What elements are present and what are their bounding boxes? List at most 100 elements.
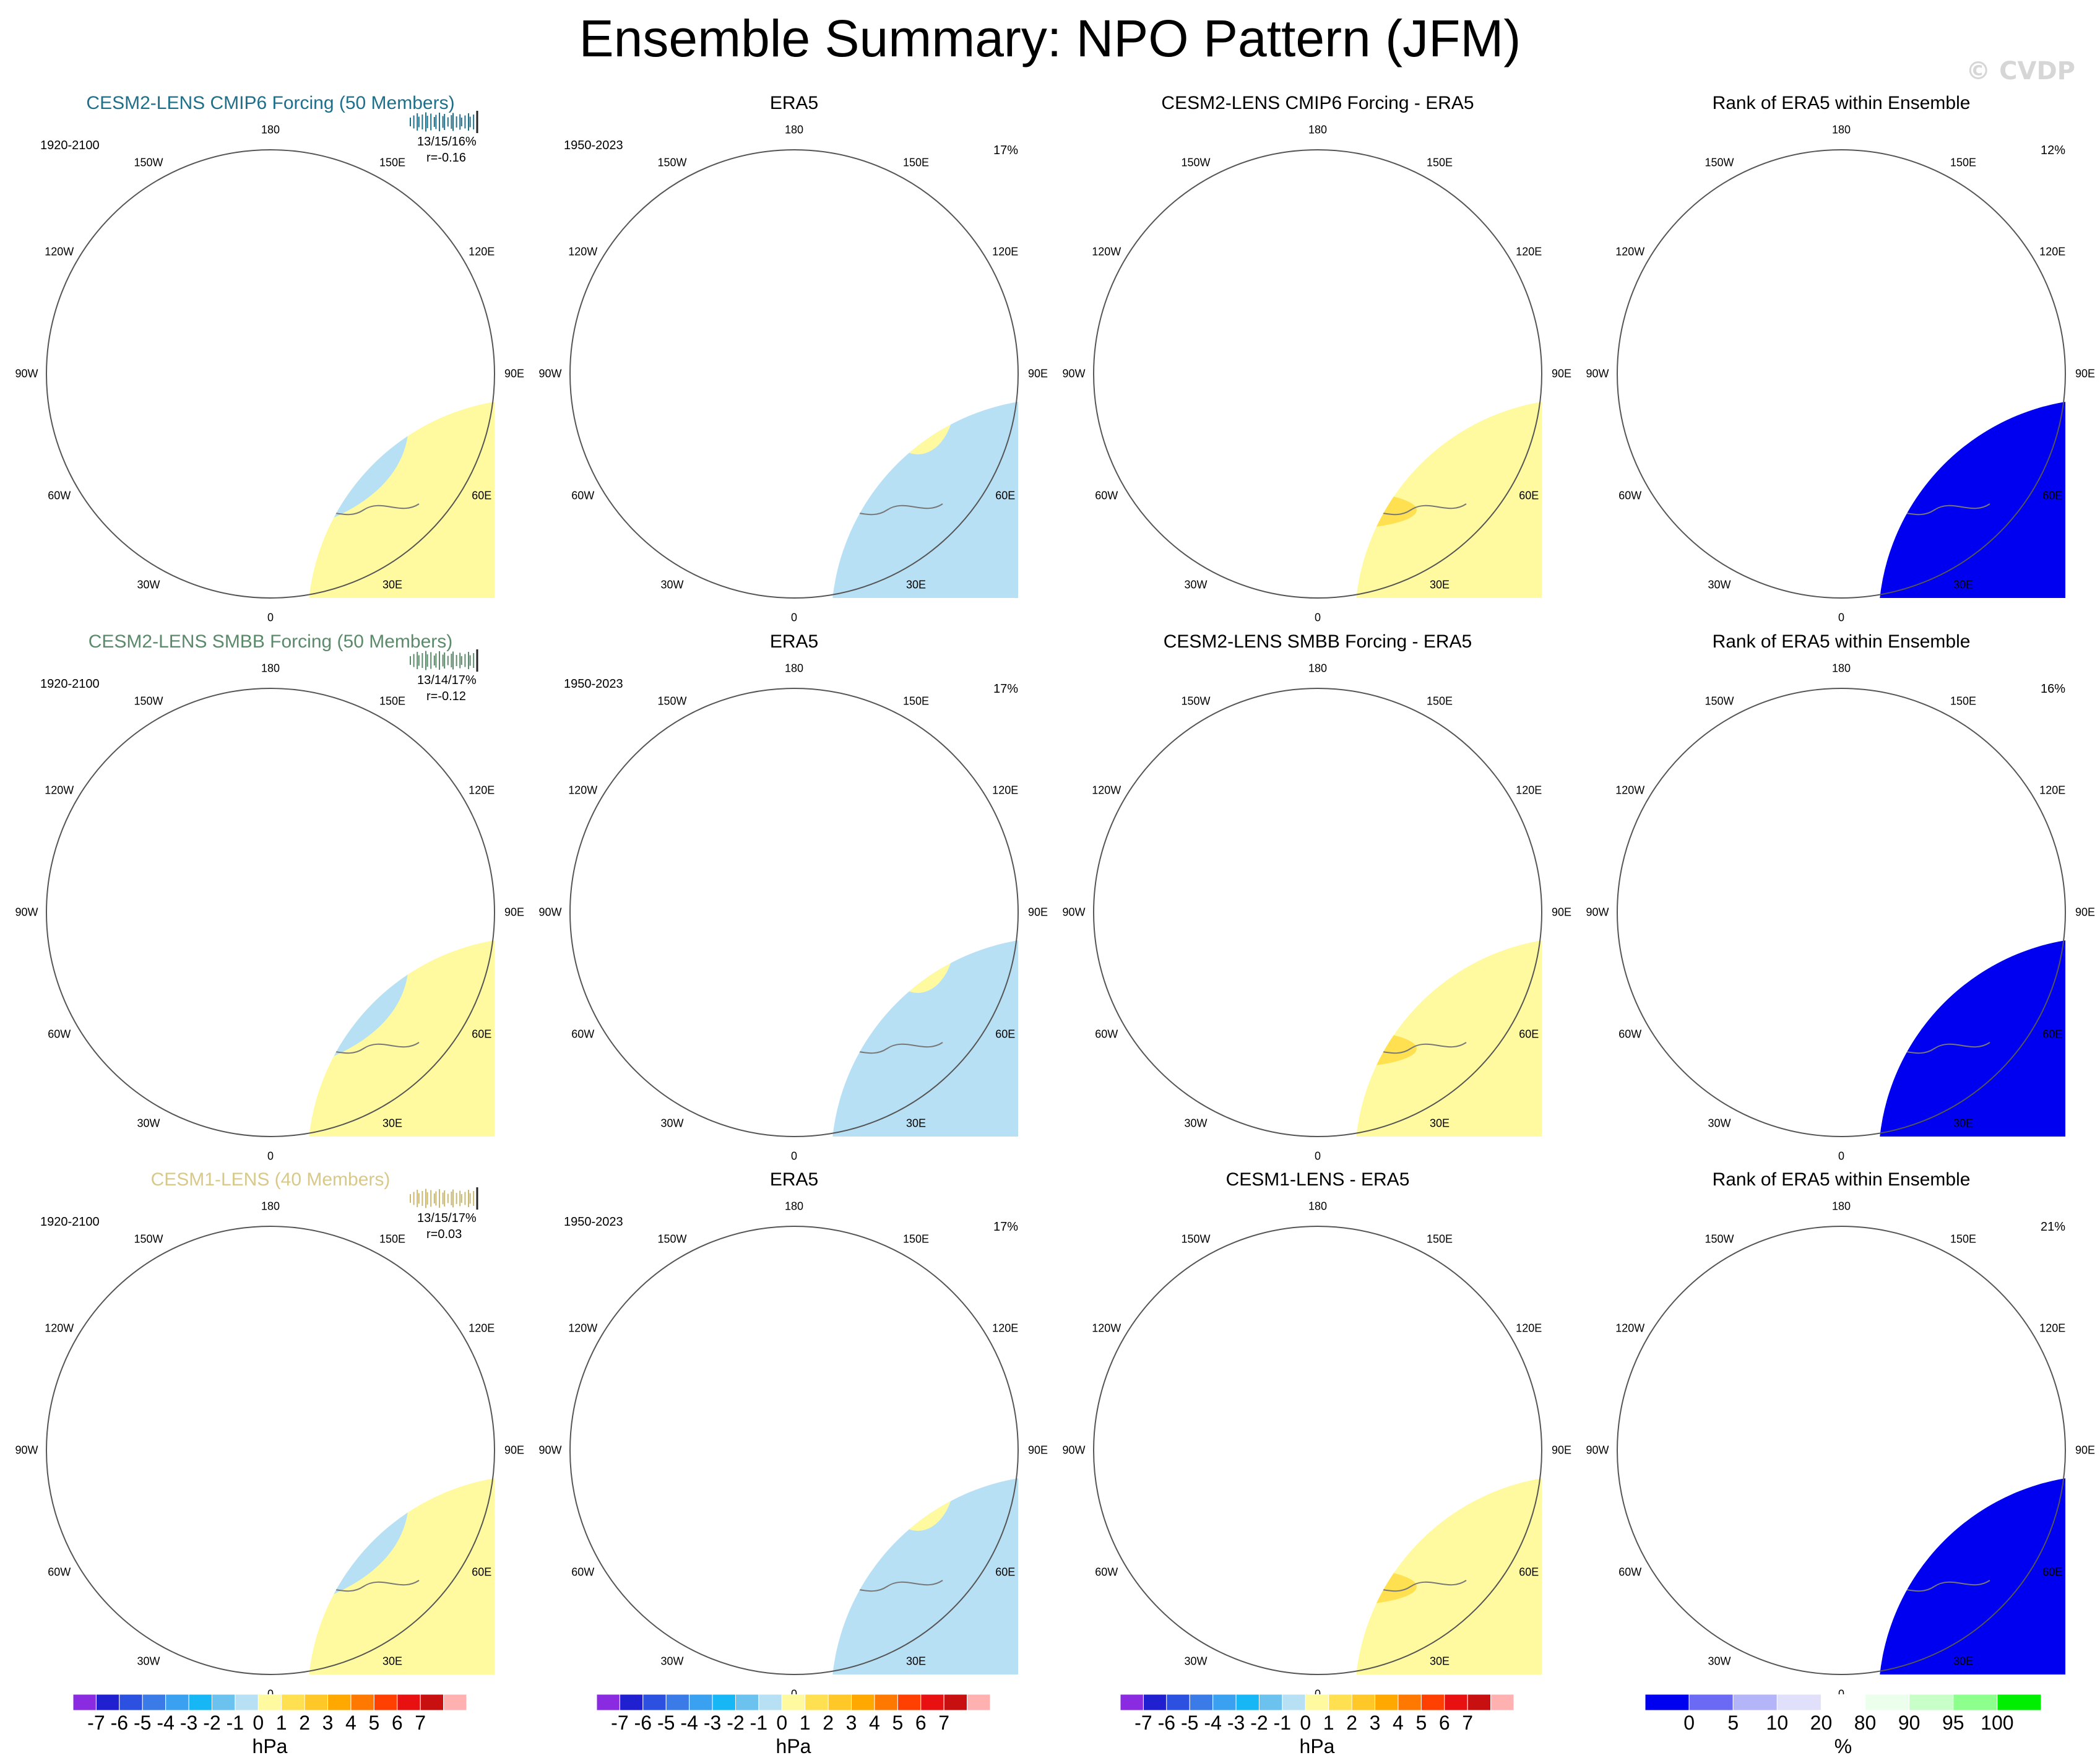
coastline: [1380, 337, 1491, 349]
coastline: [1281, 888, 1355, 900]
colorbar-swatch: [642, 1694, 667, 1711]
colorbar-swatch: [327, 1694, 352, 1711]
coastline: [1680, 448, 1792, 492]
colorbar-swatch: [1235, 1694, 1260, 1711]
longitude-label: 30E: [382, 1655, 403, 1668]
colorbar-tick-label: 2: [1346, 1712, 1357, 1734]
colorbar-swatch: [1776, 1694, 1821, 1711]
positive-anomaly-south: [1355, 1568, 1417, 1605]
period-label: 1920-2100: [40, 677, 100, 691]
negative-region-west: [1094, 688, 1290, 1036]
colorbar-tick-label: -5: [657, 1712, 675, 1734]
longitude-label: 150W: [134, 695, 163, 708]
pct-variance: 16%: [2041, 682, 2066, 696]
coastline: [1934, 813, 2039, 863]
colorbar-tick-label: 6: [1438, 1712, 1450, 1734]
positive-region-north: [570, 150, 1018, 362]
longitude-label: 120E: [469, 1322, 495, 1335]
colorbar-tick-label: -7: [611, 1712, 629, 1734]
colorbar-unit-label: hPa: [1299, 1735, 1335, 1757]
colorbar-swatch: [1212, 1694, 1237, 1711]
longitude-label: 120W: [1615, 1322, 1645, 1335]
coastline: [608, 368, 695, 417]
colorbar-swatch: [967, 1694, 991, 1711]
longitude-label: 120E: [469, 245, 495, 258]
colorbar-swatch: [1865, 1694, 1910, 1711]
coastline: [664, 281, 813, 349]
colorbar-swatch: [443, 1694, 467, 1711]
longitude-label: 150W: [1181, 156, 1211, 169]
negative-anomaly-ring-3: [1355, 937, 1382, 945]
coastline: [633, 448, 745, 492]
longitude-label: 30W: [137, 1117, 160, 1130]
coastline: [246, 1605, 295, 1611]
positive-region-central: [831, 937, 917, 1000]
longitude-label: 90E: [2075, 906, 2096, 919]
negative-anomaly-region: [308, 1475, 409, 1622]
longitude-label: 120W: [568, 784, 598, 797]
positive-region-central: [831, 1475, 917, 1538]
longitude-label: 150W: [1705, 695, 1734, 708]
longitude-label: 60W: [1618, 1566, 1642, 1579]
coastline: [332, 875, 444, 888]
coastline: [1157, 987, 1268, 1030]
pct-stats: 13/15/16%: [417, 135, 477, 149]
colorbar-hpa: [597, 1694, 991, 1711]
coastline: [1817, 1067, 1866, 1073]
colorbar-swatch: [1282, 1694, 1306, 1711]
longitude-label: 180: [1831, 662, 1851, 675]
background-field: [1355, 1475, 1542, 1674]
colorbar-unit-label: %: [1834, 1735, 1852, 1757]
longitude-label: 60W: [571, 1566, 595, 1579]
colorbar-swatch: [665, 1694, 690, 1711]
colorbar-swatch: [1688, 1694, 1734, 1711]
positive-anomaly-ring-2: [831, 1475, 875, 1507]
coastline: [1711, 820, 1860, 888]
period-label: 1950-2023: [564, 677, 623, 691]
panel-title-model: CESM2-LENS CMIP6 Forcing (50 Members): [86, 93, 455, 113]
colorbar-tick-label: 3: [322, 1712, 334, 1734]
colorbar-tick-label: 0: [776, 1712, 788, 1734]
colorbar-swatch: [874, 1694, 898, 1711]
period-label: 1950-2023: [564, 139, 623, 152]
longitude-label: 90W: [15, 1444, 38, 1457]
positive-region-north: [570, 1226, 1018, 1438]
colorbar-tick-label: 2: [823, 1712, 834, 1734]
negative-anomaly-arctic: [733, 772, 855, 855]
colorbar-tick-label: 5: [1415, 1712, 1427, 1734]
background-field: [831, 399, 1018, 598]
colorbar-swatch: [1909, 1694, 1954, 1711]
longitude-label: 30E: [905, 1655, 927, 1668]
map-border: [46, 688, 495, 1137]
negative-anomaly-arctic-core: [767, 795, 821, 831]
coastline: [233, 349, 308, 362]
coastline: [608, 1444, 695, 1494]
colorbar-swatch: [920, 1694, 944, 1711]
colorbar-swatch: [95, 1694, 120, 1711]
colorbar-rank: [1645, 1694, 2042, 1711]
negative-anomaly-center: [1308, 347, 1364, 388]
colorbar-swatch: [1444, 1694, 1468, 1711]
colorbar-swatch: [420, 1694, 444, 1711]
negative-anomaly-center: [1308, 885, 1364, 927]
longitude-label: 60E: [472, 489, 492, 502]
panel-title-rank: Rank of ERA5 within Ensemble: [1712, 1169, 1971, 1190]
positive-anomaly-center: [780, 358, 821, 389]
pct-variance: 21%: [2041, 1220, 2066, 1234]
longitude-label: 30W: [660, 578, 684, 591]
colorbar-swatch: [1143, 1694, 1167, 1711]
negative-anomaly-core: [308, 937, 329, 964]
colorbar-swatch: [73, 1694, 97, 1711]
longitude-label: 30W: [137, 578, 160, 591]
coastline: [769, 529, 819, 535]
longitude-label: 0: [1838, 611, 1845, 624]
longitude-label: 150E: [1950, 1232, 1977, 1245]
colorbar-swatch: [373, 1694, 398, 1711]
colorbar-swatch: [1997, 1694, 2042, 1711]
longitude-label: 60W: [1618, 489, 1642, 502]
positive-anomaly-center: [246, 1281, 295, 1298]
longitude-label: 150W: [1705, 1232, 1734, 1245]
coastline: [856, 875, 967, 888]
colorbar-tick-label: 7: [1462, 1712, 1474, 1734]
coastline: [1281, 349, 1355, 362]
